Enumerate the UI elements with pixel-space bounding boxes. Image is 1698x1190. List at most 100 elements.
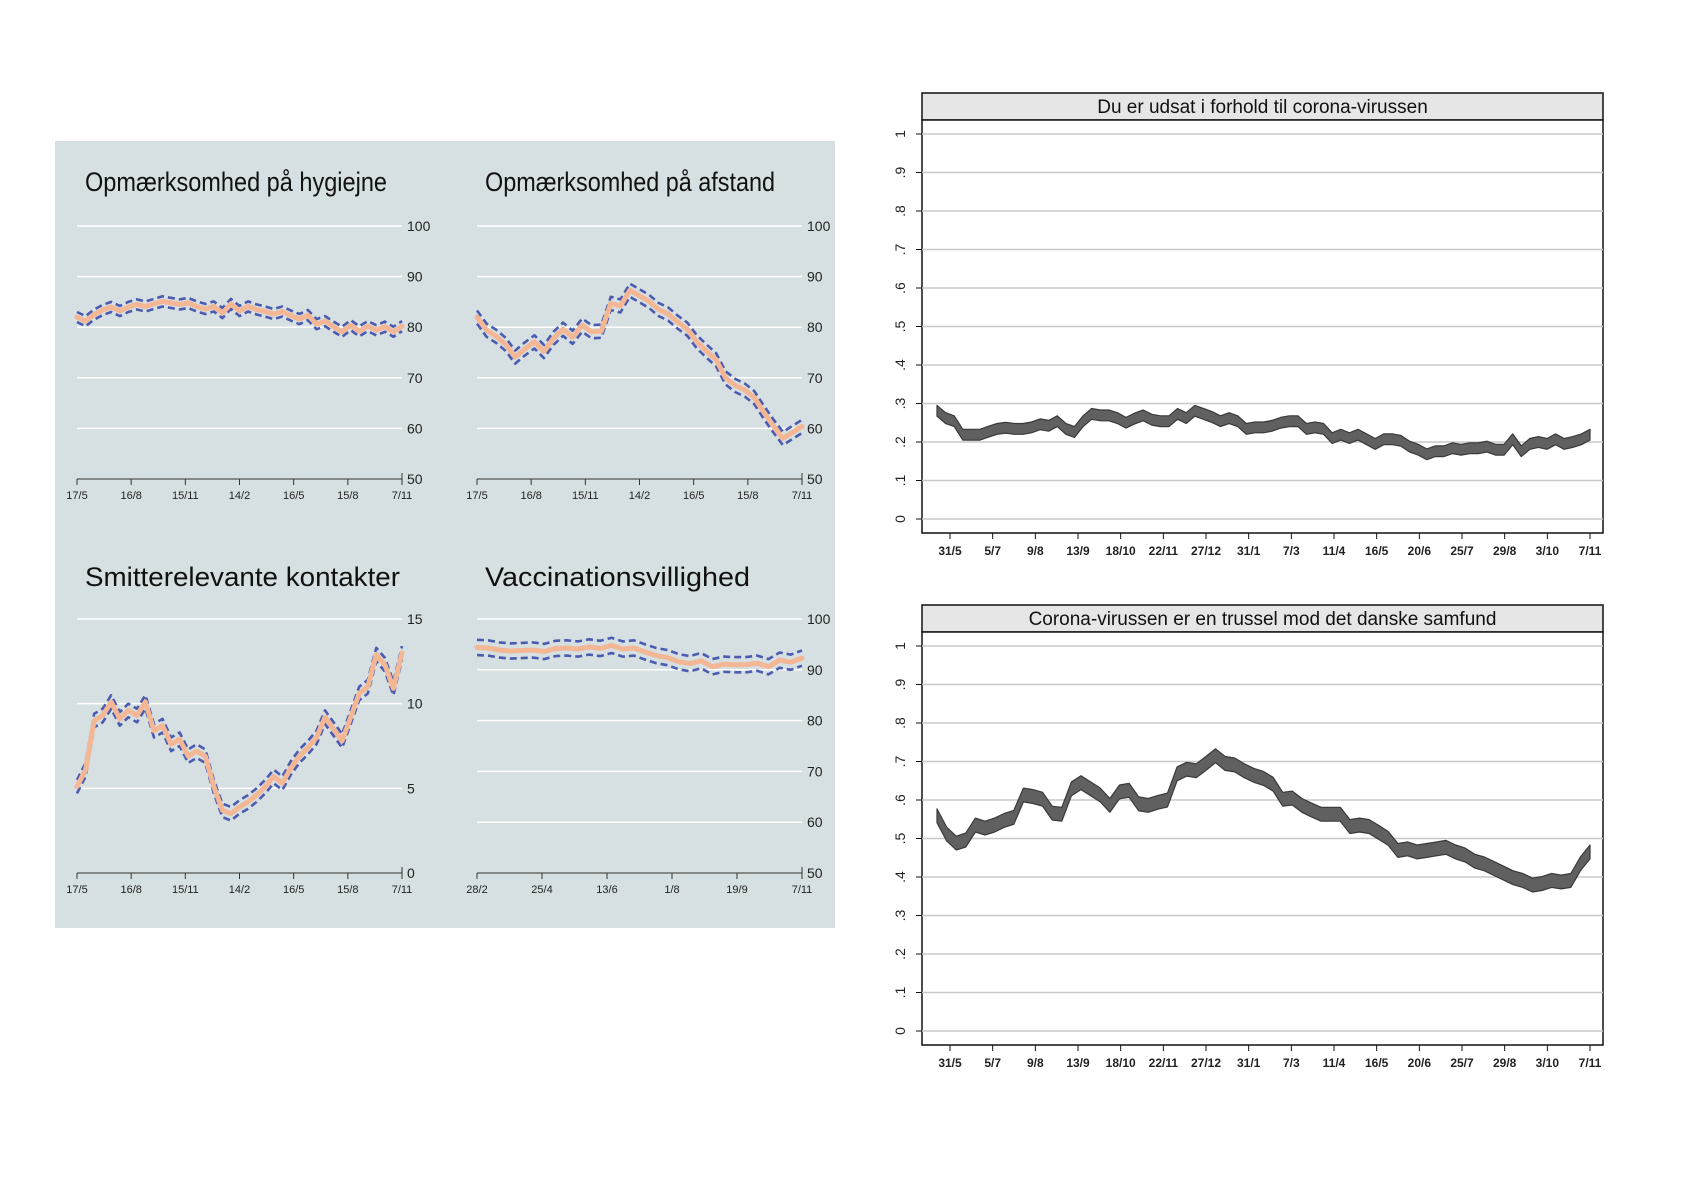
y-tick-label: 60 bbox=[407, 420, 423, 436]
x-tick-label: 14/2 bbox=[629, 490, 650, 502]
x-tick-label: 15/8 bbox=[337, 884, 358, 896]
confidence-band bbox=[936, 748, 1591, 893]
y-tick-label: 80 bbox=[807, 713, 823, 729]
y-tick-label: 70 bbox=[807, 763, 823, 779]
chart-title: Du er udsat i forhold til corona-virusse… bbox=[1097, 97, 1428, 118]
chart-title: Opmærksomhed på hygiejne bbox=[85, 167, 387, 197]
y-tick-label: .1 bbox=[892, 474, 908, 486]
chart-title: Opmærksomhed på afstand bbox=[485, 167, 775, 197]
x-tick-label: 16/8 bbox=[120, 490, 141, 502]
y-tick-label: .2 bbox=[892, 948, 908, 960]
y-tick-label: 90 bbox=[807, 662, 823, 678]
y-tick-label: 10 bbox=[407, 696, 423, 712]
estimate-line bbox=[74, 298, 405, 335]
x-tick-label: 16/5 bbox=[1365, 544, 1389, 558]
x-tick-label: 22/11 bbox=[1149, 544, 1179, 558]
y-tick-label: .9 bbox=[892, 678, 908, 690]
y-tick-label: 80 bbox=[807, 319, 823, 335]
small-chart-2: Opmærksomhed på afstand 100 90 80 70 60 50 17/5… bbox=[466, 167, 830, 502]
x-tick-label: 11/4 bbox=[1323, 1056, 1346, 1070]
estimate-line bbox=[74, 650, 405, 817]
small-chart-3: Smitterelevante kontakter 15 10 5 0 17/5 16/8 1… bbox=[66, 562, 422, 896]
y-tick-label: .4 bbox=[892, 359, 908, 371]
x-tick-label: 31/1 bbox=[1237, 1056, 1261, 1070]
x-tick-label: 7/11 bbox=[392, 884, 413, 896]
x-tick-label: 19/9 bbox=[726, 884, 747, 896]
y-tick-label: 80 bbox=[407, 319, 423, 335]
x-tick-label: 17/5 bbox=[66, 884, 87, 896]
y-tick-label: .5 bbox=[892, 832, 908, 844]
x-tick-label: 16/5 bbox=[683, 490, 704, 502]
x-tick-label: 25/4 bbox=[531, 884, 552, 896]
x-tick-label: 15/11 bbox=[572, 490, 599, 502]
x-tick-label: 3/10 bbox=[1536, 544, 1560, 558]
y-tick-label: 50 bbox=[407, 471, 423, 487]
chart-title: Corona-virussen er en trussel mod det da… bbox=[1029, 609, 1497, 630]
x-tick-label: 18/10 bbox=[1106, 544, 1136, 558]
confidence-band bbox=[936, 404, 1591, 461]
x-tick-label: 1/8 bbox=[664, 884, 679, 896]
y-tick-label: 100 bbox=[807, 611, 831, 627]
y-tick-label: 5 bbox=[407, 780, 415, 796]
x-tick-label: 22/11 bbox=[1149, 1056, 1179, 1070]
upper-ci-line bbox=[475, 282, 803, 434]
x-tick-label: 7/11 bbox=[1579, 544, 1602, 558]
x-tick-label: 7/11 bbox=[392, 490, 413, 502]
y-tick-label: .6 bbox=[892, 282, 908, 294]
x-tick-label: 20/6 bbox=[1408, 1056, 1432, 1070]
upper-ci-line bbox=[76, 295, 403, 328]
x-tick-label: 31/5 bbox=[938, 544, 962, 558]
x-tick-label: 27/12 bbox=[1191, 544, 1221, 558]
x-tick-label: 9/8 bbox=[1027, 544, 1044, 558]
y-tick-label: .5 bbox=[892, 320, 908, 332]
band-chart-1: Du er udsat i forhold til corona-virusse… bbox=[892, 92, 1604, 558]
x-tick-label: 29/8 bbox=[1493, 1056, 1517, 1070]
x-tick-label: 31/5 bbox=[938, 1056, 962, 1070]
x-tick-label: 13/9 bbox=[1066, 544, 1090, 558]
upper-ci-line bbox=[476, 636, 803, 661]
chart-title: Vaccinationsvillighed bbox=[485, 562, 750, 592]
x-tick-label: 11/4 bbox=[1323, 544, 1346, 558]
small-chart-1: Opmærksomhed på hygiejne 100 90 80 70 60 50 17/… bbox=[66, 167, 430, 502]
lower-ci-line bbox=[476, 651, 803, 676]
y-tick-label: 70 bbox=[807, 370, 823, 386]
x-tick-label: 25/7 bbox=[1450, 1056, 1474, 1070]
x-tick-label: 7/11 bbox=[792, 884, 813, 896]
x-tick-label: 7/11 bbox=[792, 490, 813, 502]
estimate-line bbox=[474, 642, 805, 670]
y-tick-label: .9 bbox=[892, 166, 908, 178]
y-tick-label: .7 bbox=[892, 755, 908, 767]
x-tick-label: 16/5 bbox=[283, 490, 304, 502]
x-tick-label: 15/11 bbox=[172, 884, 199, 896]
x-tick-label: 15/11 bbox=[172, 490, 199, 502]
x-tick-label: 15/8 bbox=[337, 490, 358, 502]
tracker-panel: Opmærksomhed på hygiejne 100 90 80 70 60 50 17/… bbox=[55, 141, 835, 928]
x-tick-label: 14/2 bbox=[229, 490, 250, 502]
x-tick-label: 16/8 bbox=[120, 884, 141, 896]
x-tick-label: 16/8 bbox=[520, 490, 541, 502]
chart-header bbox=[921, 92, 1604, 121]
x-tick-label: 9/8 bbox=[1027, 1056, 1044, 1070]
y-tick-label: 90 bbox=[407, 269, 423, 285]
x-tick-label: 31/1 bbox=[1237, 544, 1261, 558]
y-tick-label: 50 bbox=[807, 471, 823, 487]
x-tick-label: 16/5 bbox=[1365, 1056, 1389, 1070]
x-tick-label: 13/9 bbox=[1066, 1056, 1090, 1070]
x-tick-label: 14/2 bbox=[229, 884, 250, 896]
y-tick-label: 100 bbox=[807, 218, 831, 234]
x-tick-label: 17/5 bbox=[66, 490, 87, 502]
x-tick-label: 7/3 bbox=[1283, 1056, 1300, 1070]
y-tick-label: .2 bbox=[892, 436, 908, 448]
y-tick-label: .7 bbox=[892, 243, 908, 255]
lower-ci-line bbox=[475, 295, 803, 447]
x-tick-label: 27/12 bbox=[1191, 1056, 1221, 1070]
y-tick-label: 100 bbox=[407, 218, 431, 234]
band-chart-2: Corona-virussen er en trussel mod det da… bbox=[892, 604, 1604, 1070]
small-chart-4: Vaccinationsvillighed 100 90 80 70 60 50 28/2 25… bbox=[466, 562, 830, 896]
y-tick-label: 90 bbox=[807, 269, 823, 285]
y-tick-label: 0 bbox=[892, 515, 908, 523]
y-tick-label: 0 bbox=[407, 865, 415, 881]
x-tick-label: 28/2 bbox=[466, 884, 487, 896]
x-tick-label: 18/10 bbox=[1106, 1056, 1136, 1070]
